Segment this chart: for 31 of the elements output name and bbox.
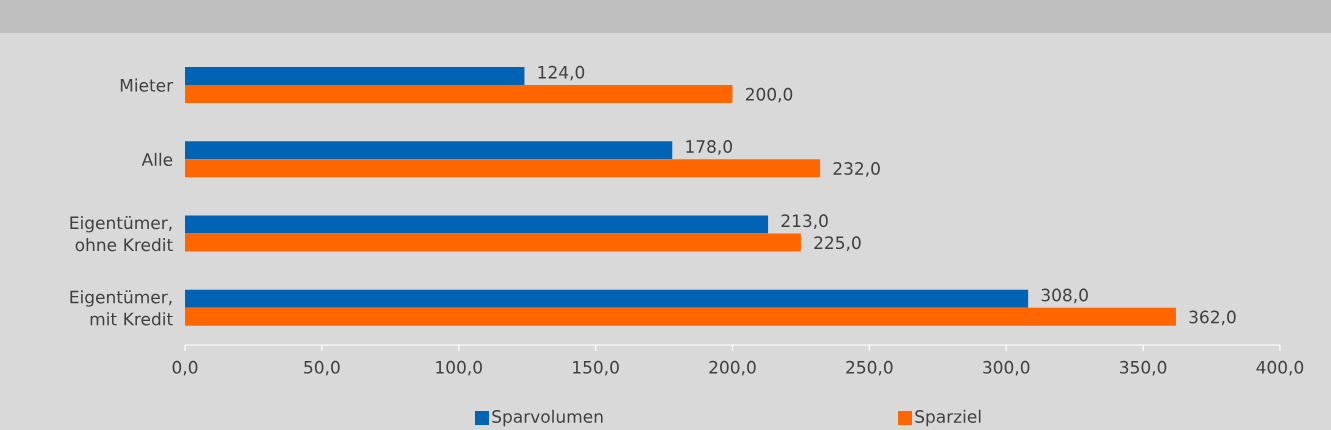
y-tick-label: Mieter xyxy=(120,78,174,92)
data-label: 213,0 xyxy=(781,214,828,229)
bar xyxy=(185,307,1176,326)
data-label: 178,0 xyxy=(686,140,732,155)
bar xyxy=(185,159,821,178)
data-label: 200,0 xyxy=(745,87,793,103)
x-tick-label: 350,0 xyxy=(1120,360,1167,376)
bar xyxy=(185,67,525,86)
legend-label: Sparziel xyxy=(915,409,981,427)
data-label: 124,0 xyxy=(538,65,585,81)
x-tick-label: 0,0 xyxy=(172,360,198,376)
x-tick-label: 150,0 xyxy=(573,360,619,376)
x-tick-label: 250,0 xyxy=(846,360,893,376)
data-label: 225,0 xyxy=(814,236,861,251)
x-tick-label: 100,0 xyxy=(436,360,482,376)
bar xyxy=(185,289,1029,308)
bar xyxy=(185,233,801,252)
bar xyxy=(185,141,673,160)
x-tick-label: 200,0 xyxy=(709,360,756,376)
y-tick-label: Alle xyxy=(141,152,173,166)
bar xyxy=(185,85,733,104)
y-tick-label: Eigentümer, mit Kredit xyxy=(70,290,173,326)
data-label: 308,0 xyxy=(1041,288,1088,304)
x-tick-label: 50,0 xyxy=(304,360,340,376)
legend-label: Sparvolumen xyxy=(492,409,603,427)
x-tick-label: 400,0 xyxy=(1256,360,1304,376)
bar xyxy=(185,215,769,234)
data-label: 232,0 xyxy=(833,162,880,177)
data-label: 362,0 xyxy=(1189,310,1236,326)
x-tick-label: 300,0 xyxy=(983,360,1030,376)
y-tick-label: Eigentümer, ohne Kredit xyxy=(70,216,173,252)
